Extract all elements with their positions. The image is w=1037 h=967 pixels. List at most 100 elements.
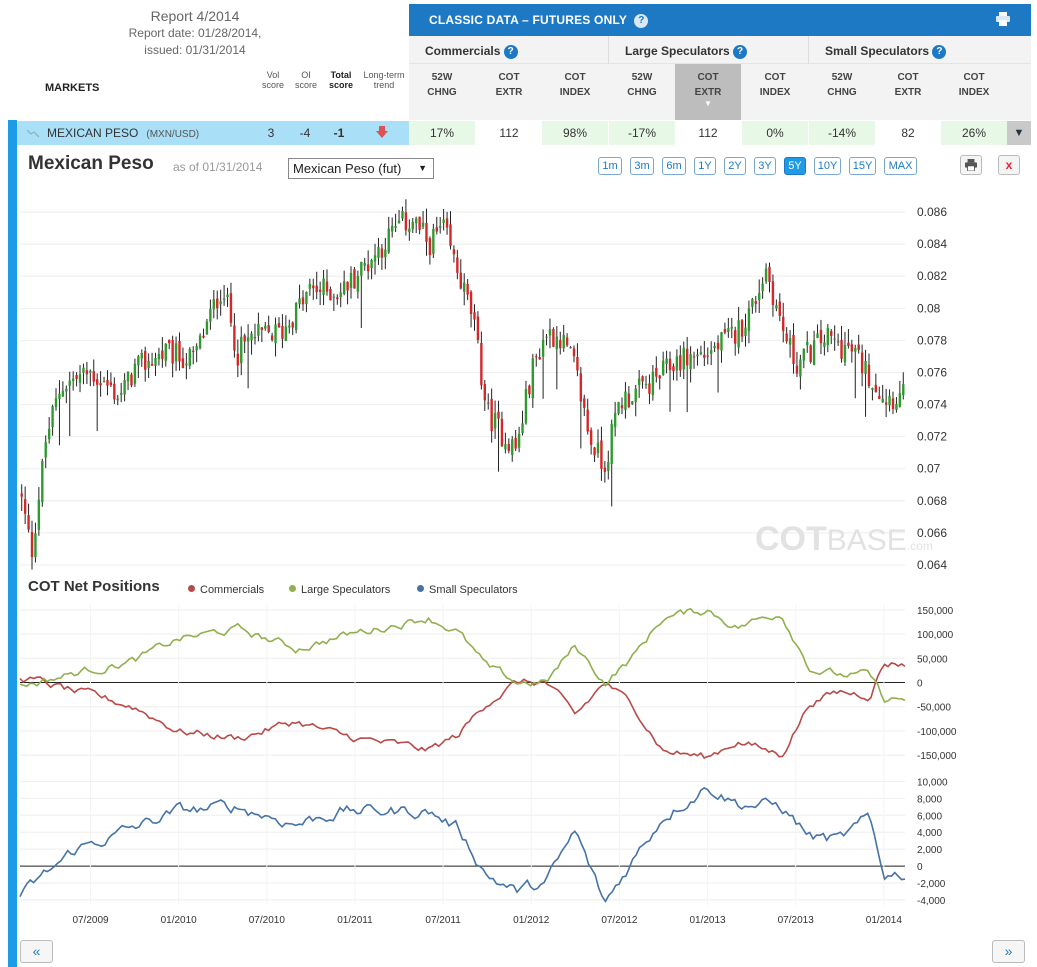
- prev-button[interactable]: «: [20, 940, 53, 963]
- candle-body: [164, 343, 167, 361]
- candle-body: [150, 363, 154, 366]
- watermark-text: COTBASE.com: [755, 520, 933, 558]
- market-cell[interactable]: MEXICAN PESO (MXN/USD) 3 -4 -1: [17, 121, 409, 145]
- legend-small-speculators[interactable]: Small Speculators: [417, 584, 518, 596]
- range-button-2y[interactable]: 2Y: [724, 157, 746, 175]
- contract-select[interactable]: Mexican Peso (fut) ▼: [288, 158, 434, 179]
- y-tick-label: 50,000: [917, 654, 948, 665]
- candle-body: [140, 352, 143, 359]
- print-chart-button[interactable]: [960, 155, 982, 175]
- candle-body: [490, 398, 493, 432]
- candle-body: [270, 335, 274, 341]
- candle-body: [857, 344, 860, 351]
- oi-score-header[interactable]: OI score: [294, 70, 317, 90]
- legend-large-speculators[interactable]: Large Speculators: [289, 584, 390, 596]
- candle-body: [267, 325, 270, 333]
- col-line1: 52W: [631, 72, 653, 83]
- col-line2: CHNG: [427, 87, 457, 98]
- candle-body: [761, 283, 764, 292]
- candle-body: [836, 340, 840, 343]
- x-tick-label: 01/2014: [866, 915, 903, 926]
- small-speculators-series-line: [19, 786, 906, 903]
- next-button[interactable]: »: [992, 940, 1025, 963]
- vol-score-header[interactable]: Vol score: [261, 70, 284, 90]
- candle-body: [511, 439, 514, 455]
- col-comm-extr[interactable]: COT EXTR: [476, 64, 542, 120]
- candle-body: [387, 228, 390, 253]
- candle-body: [854, 347, 857, 352]
- candle-body: [102, 381, 106, 383]
- candle-body: [192, 350, 195, 352]
- candle-body: [730, 326, 733, 329]
- candle-body: [576, 356, 579, 371]
- help-icon[interactable]: ?: [634, 13, 649, 28]
- legend-label: Large Speculators: [301, 584, 391, 596]
- candle-body: [281, 325, 284, 339]
- range-button-3m[interactable]: 3m: [630, 157, 654, 175]
- range-button-15y[interactable]: 15Y: [849, 157, 876, 175]
- range-button-6m[interactable]: 6m: [662, 157, 686, 175]
- expand-dropdown-button[interactable]: ▼: [1007, 121, 1031, 145]
- candle-body: [627, 393, 631, 408]
- candle-body: [315, 285, 318, 293]
- range-button-max[interactable]: MAX: [884, 157, 917, 175]
- range-button-1m[interactable]: 1m: [598, 157, 622, 175]
- candle-body: [531, 358, 535, 399]
- legend-commercials[interactable]: Commercials: [188, 584, 264, 596]
- candle-body: [449, 224, 452, 246]
- candle-body: [819, 329, 823, 344]
- small-extr-value: 82: [901, 126, 915, 140]
- help-icon[interactable]: ?: [932, 44, 947, 59]
- col-comm-index[interactable]: COT INDEX: [542, 64, 608, 120]
- col-comm-52w[interactable]: 52W CHNG: [409, 64, 475, 120]
- print-icon: [965, 159, 977, 172]
- candle-body: [301, 297, 305, 305]
- help-icon[interactable]: ?: [733, 44, 748, 59]
- print-icon[interactable]: [995, 12, 1011, 26]
- range-button-3y[interactable]: 3Y: [754, 157, 776, 175]
- candle-body: [881, 398, 884, 403]
- candle-body: [459, 272, 462, 289]
- y-tick-label: 6,000: [917, 811, 942, 822]
- candle-body: [809, 345, 812, 362]
- total-score-header[interactable]: Total score: [328, 70, 354, 90]
- candle-body: [360, 261, 363, 276]
- candle-body: [377, 247, 380, 258]
- candle-body: [483, 384, 486, 401]
- x-tick-label: 01/2012: [513, 915, 550, 926]
- col-large-extr[interactable]: COT EXTR ▼: [675, 64, 741, 120]
- help-icon[interactable]: ?: [503, 44, 518, 59]
- candle-body: [445, 218, 449, 228]
- candle-body: [370, 259, 373, 269]
- comm-52w-value: 17%: [409, 121, 475, 145]
- candle-body: [116, 398, 119, 401]
- candle-body: [709, 350, 713, 354]
- col-small-index[interactable]: COT INDEX: [941, 64, 1007, 120]
- candle-body: [421, 222, 425, 227]
- range-button-1y[interactable]: 1Y: [694, 157, 716, 175]
- candle-body: [655, 367, 658, 377]
- col-small-52w[interactable]: 52W CHNG: [809, 64, 875, 120]
- candle-body: [89, 370, 92, 373]
- close-chart-button[interactable]: x: [998, 155, 1020, 175]
- market-row[interactable]: MEXICAN PESO (MXN/USD) 3 -4 -1 17% 112 98…: [17, 121, 1031, 145]
- candle-body: [113, 383, 116, 400]
- col-large-52w[interactable]: 52W CHNG: [609, 64, 675, 120]
- x-tick-label: 07/2012: [601, 915, 638, 926]
- candle-body: [696, 354, 699, 357]
- candle-body: [658, 375, 661, 379]
- trend-header[interactable]: Long-term trend: [363, 70, 405, 90]
- large-index-value: 0%: [742, 121, 808, 145]
- range-button-10y[interactable]: 10Y: [814, 157, 841, 175]
- range-button-5y[interactable]: 5Y: [784, 157, 806, 175]
- candle-body: [867, 364, 871, 386]
- candle-body: [799, 359, 802, 377]
- col-line2: EXTR: [694, 87, 722, 98]
- candle-body: [617, 402, 620, 414]
- classic-data-bar: CLASSIC DATA – FUTURES ONLY ?: [409, 4, 1031, 36]
- large-extr-value: 112: [698, 126, 718, 140]
- col-large-index[interactable]: COT INDEX: [742, 64, 808, 120]
- candle-body: [771, 281, 775, 306]
- col-small-extr[interactable]: COT EXTR: [875, 64, 941, 120]
